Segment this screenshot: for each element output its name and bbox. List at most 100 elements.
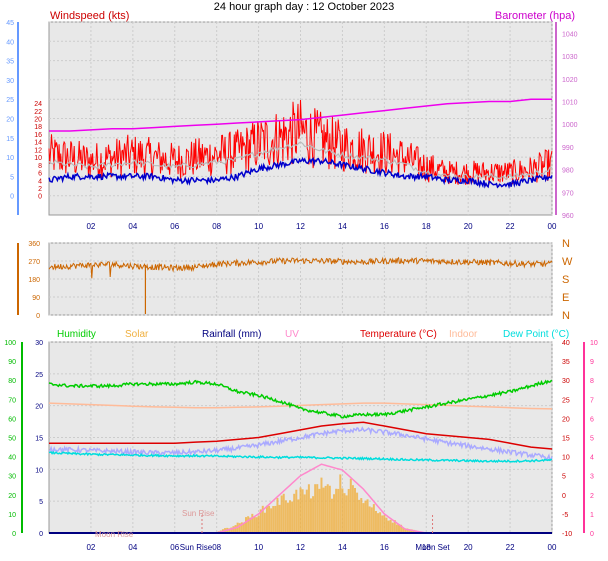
barometer-label: Barometer (hpa) (495, 10, 575, 22)
tick-label: 2 (590, 493, 594, 500)
legend-label: UV (285, 329, 299, 340)
tick-label: 25 (562, 397, 570, 404)
x-tick-label: 14 (338, 543, 347, 552)
x-tick-label: 10 (254, 543, 263, 552)
tick-label: 20 (6, 117, 14, 124)
tick-label: 15 (562, 436, 570, 443)
tick-label: 30 (6, 78, 14, 85)
compass-label: E (562, 292, 569, 304)
x-tick-label: 16 (380, 543, 389, 552)
tick-label: 990 (562, 145, 574, 152)
tick-label: 10 (35, 467, 43, 474)
tick-label: 15 (6, 136, 14, 143)
tick-label: 90 (8, 359, 16, 366)
tick-label: 50 (8, 436, 16, 443)
x-tick-label: 00 (548, 543, 557, 552)
moonset-axis-label: Moon Set (415, 543, 450, 552)
x-tick-label: 18 (422, 543, 431, 552)
tick-label: 8 (38, 163, 42, 170)
tick-label: 40 (6, 39, 14, 46)
tick-label: 2 (38, 186, 42, 193)
tick-label: 5 (562, 474, 566, 481)
tick-label: 25 (35, 372, 43, 379)
barometer-line (49, 98, 552, 132)
wind-gust-line (48, 99, 553, 185)
x-tick-label: 12 (296, 543, 305, 552)
tick-label: -5 (562, 512, 568, 519)
temperature-ticks: -10 -5 0 5 10 15 20 25 30 35 40 (562, 340, 572, 538)
wind-x-ticks: 02 04 06 08 10 12 14 16 18 20 22 00 (86, 222, 557, 231)
x-tick-label: 20 (464, 543, 473, 552)
windspeed-label: Windspeed (kts) (50, 10, 129, 22)
tick-label: 980 (562, 168, 574, 175)
tick-label: 4 (590, 455, 594, 462)
tick-label: 10 (562, 455, 570, 462)
tick-label: 12 (34, 147, 42, 154)
x-tick-label: 02 (86, 543, 95, 552)
direction-grid (49, 242, 553, 316)
x-tick-label: 22 (506, 222, 515, 231)
tick-label: 25 (6, 97, 14, 104)
direction-line (48, 256, 553, 279)
tick-label: 1030 (562, 54, 578, 61)
tick-label: 20 (35, 404, 43, 411)
tick-label: 6 (590, 416, 594, 423)
tick-label: 5 (10, 174, 14, 181)
x-tick-label: 06 (170, 543, 179, 552)
tick-label: 10 (6, 155, 14, 162)
tick-label: 3 (590, 474, 594, 481)
legend-label: Temperature (°C) (360, 329, 437, 340)
x-tick-label: 10 (254, 222, 263, 231)
event-markers: Sun Rise Moon Rise Sun Rise Moon Set (95, 509, 450, 552)
tick-label: 10 (590, 340, 598, 347)
tick-label: 1000 (562, 122, 578, 129)
x-tick-label: 06 (170, 222, 179, 231)
direction-degree-ticks: 0 90 180 270 360 (17, 241, 40, 320)
tick-label: 0 (38, 194, 42, 201)
tick-label: 0 (39, 531, 43, 538)
tick-label: 1040 (562, 31, 578, 38)
compass-label: S (562, 274, 569, 286)
x-tick-label: 20 (464, 222, 473, 231)
tick-label: 35 (562, 359, 570, 366)
tick-label: 60 (8, 416, 16, 423)
tick-label: 5 (39, 499, 43, 506)
tick-label: 14 (34, 140, 42, 147)
tick-label: 0 (36, 313, 40, 320)
indoor-line (48, 402, 553, 410)
tick-label: 9 (590, 359, 594, 366)
dewpoint-line (48, 450, 553, 464)
tick-label: 70 (8, 397, 16, 404)
barometer-ticks: 960 970 980 990 1000 1010 1020 1030 1040 (555, 22, 578, 220)
temperature-line (49, 421, 553, 450)
tick-label: 7 (590, 397, 594, 404)
tick-label: 40 (8, 455, 16, 462)
tick-label: 18 (34, 124, 42, 131)
tick-label: 0 (12, 531, 16, 538)
legend-label: Humidity (57, 329, 96, 340)
x-tick-label: 08 (212, 222, 221, 231)
x-tick-label: 14 (338, 222, 347, 231)
tick-label: 22 (34, 109, 42, 116)
wind-mean-line (48, 141, 553, 181)
wind-average-line (48, 156, 553, 189)
tick-label: 8 (590, 378, 594, 385)
tick-label: 6 (38, 171, 42, 178)
legend-label: Solar (125, 329, 149, 340)
tick-label: 20 (8, 493, 16, 500)
wind-grid (49, 21, 553, 215)
compass-label: N (562, 310, 570, 322)
humidity-line (48, 379, 553, 419)
tick-label: 24 (34, 101, 42, 108)
tick-label: 40 (562, 340, 570, 347)
moonrise-label: Moon Rise (95, 530, 134, 539)
sunrise-label: Sun Rise (182, 509, 215, 518)
legend-label: Rainfall (mm) (202, 329, 261, 340)
x-tick-label: 02 (86, 222, 95, 231)
x-tick-label: 12 (296, 222, 305, 231)
temperature-series (48, 379, 553, 534)
tick-label: 80 (8, 378, 16, 385)
rainfall-ticks: 0 5 10 15 20 25 30 (35, 340, 43, 538)
tick-label: 970 (562, 190, 574, 197)
